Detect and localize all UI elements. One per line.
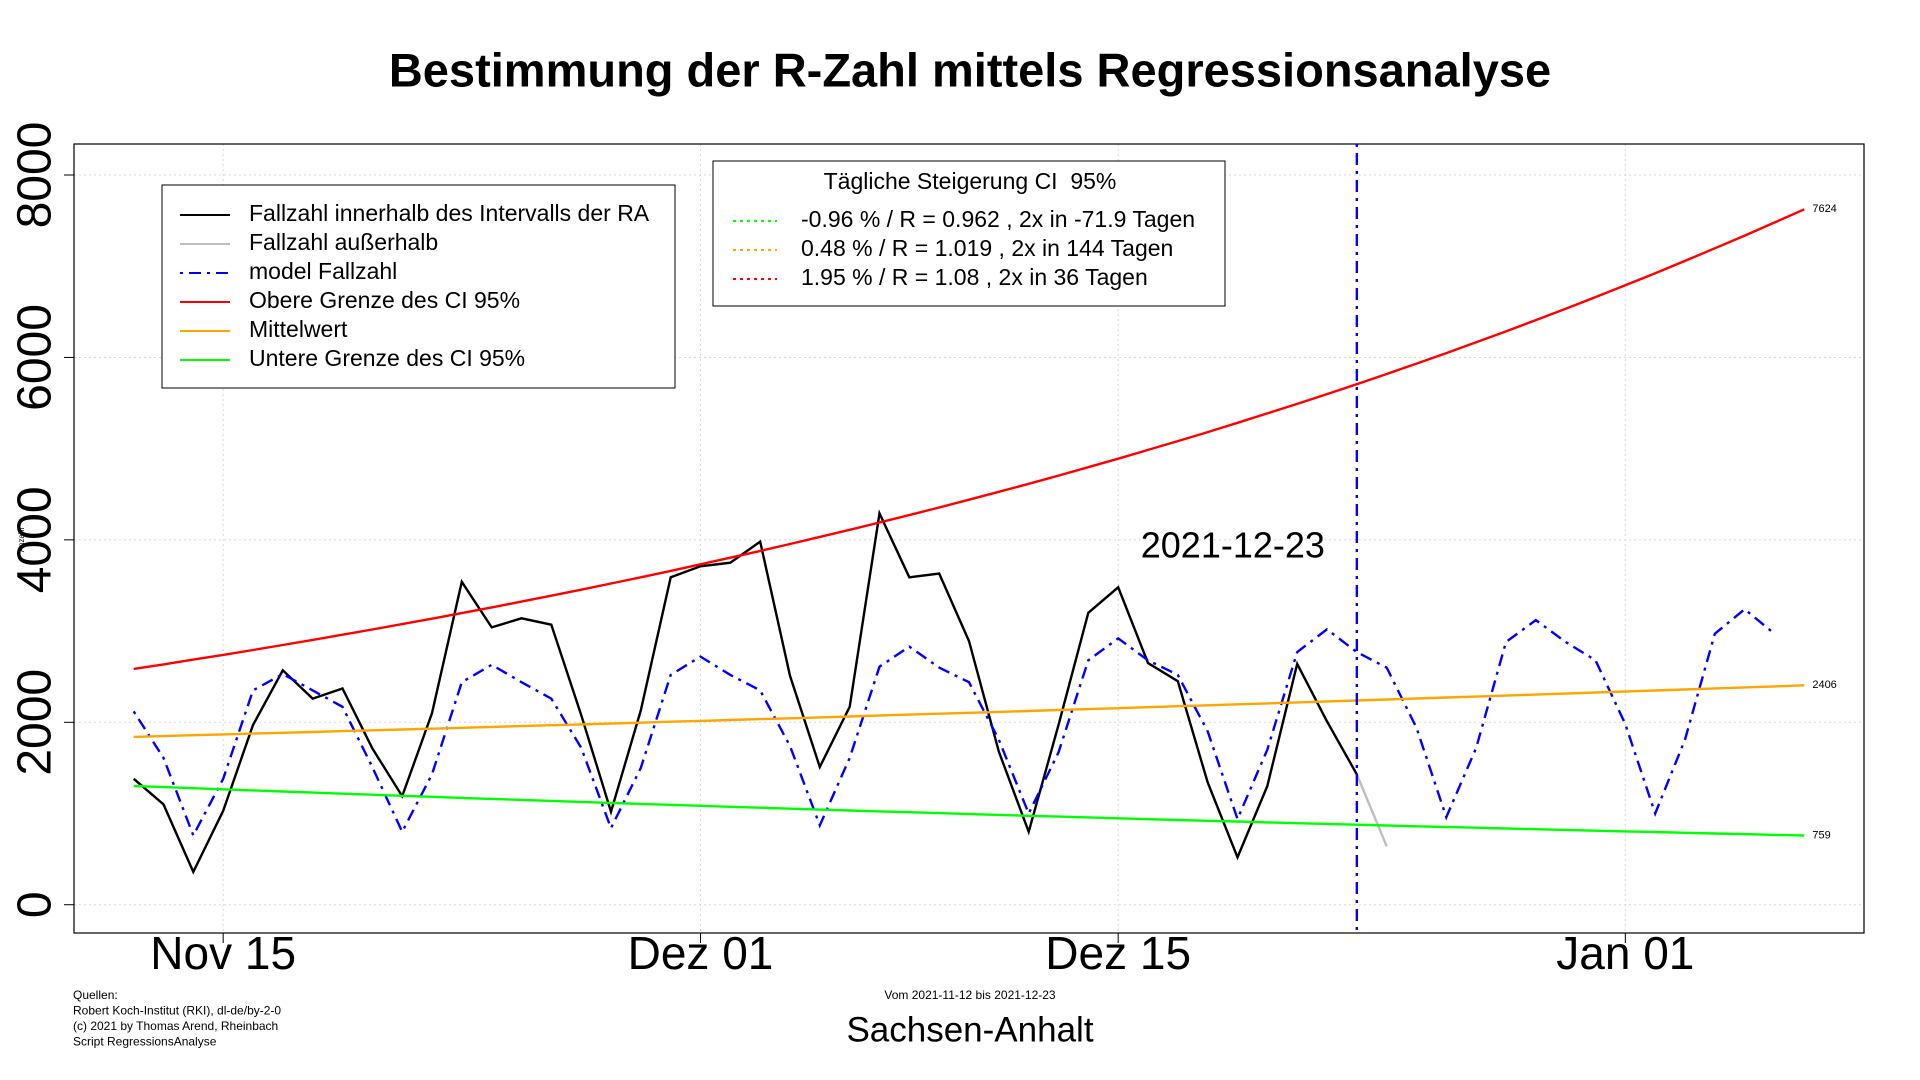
legend-box	[712, 160, 1226, 307]
legend-label: Fallzahl innerhalb des Intervalls der RA	[249, 200, 650, 226]
subtitle: Vom 2021-11-12 bis 2021-12-23	[884, 988, 1056, 1002]
source-note: (c) 2021 by Thomas Arend, Rheinbach	[73, 1019, 278, 1033]
x-tick-label: Jan 01	[1556, 927, 1694, 979]
end-label: 7624	[1812, 203, 1836, 215]
series-line	[133, 684, 1805, 739]
legend-label: Fallzahl außerhalb	[249, 229, 438, 255]
end-label: 759	[1812, 829, 1830, 841]
series-line	[1355, 773, 1388, 847]
y-tick-label: 8000	[9, 122, 62, 229]
y-tick-label: 4000	[9, 486, 62, 593]
legend-label: Obere Grenze des CI 95%	[249, 287, 520, 313]
legend: Tägliche Steigerung CI 95% -0.96 % / R = …	[712, 160, 1226, 307]
legend-label: Untere Grenze des CI 95%	[249, 345, 525, 371]
y-tick-label: 2000	[9, 669, 62, 776]
legend-title: Tägliche Steigerung CI 95%	[824, 168, 1117, 194]
y-tick-label: 0	[9, 891, 62, 918]
x-tick-label: Dez 15	[1045, 927, 1191, 979]
legend-label: Mittelwert	[249, 316, 348, 342]
legend-label: -0.96 % / R = 0.962 , 2x in -71.9 Tagen	[801, 206, 1195, 232]
x-tick-label: Dez 01	[628, 927, 774, 979]
legend-label: model Fallzahl	[249, 258, 397, 284]
y-tick-label: 6000	[9, 304, 62, 411]
plot-frame	[73, 143, 1865, 934]
y-axis-label: Anzahl	[17, 528, 26, 553]
chart-title: Bestimmung der R-Zahl mittels Regression…	[389, 43, 1551, 96]
legend-label: 0.48 % / R = 1.019 , 2x in 144 Tagen	[801, 235, 1173, 261]
source-note: Script RegressionsAnalyse	[73, 1035, 217, 1049]
x-axis-label: Sachsen-Anhalt	[846, 1010, 1093, 1049]
x-tick-label: Nov 15	[150, 927, 296, 979]
series-line	[132, 509, 1358, 875]
source-note: Quellen:	[73, 988, 118, 1002]
legend: Fallzahl innerhalb des Intervalls der RA…	[161, 184, 676, 389]
source-note: Robert Koch-Institut (RKI), dl-de/by-2-0	[73, 1004, 281, 1018]
series-line	[133, 208, 1805, 671]
series-line	[132, 607, 1776, 839]
series-line	[133, 784, 1805, 837]
marker-label: 2021-12-23	[1141, 525, 1325, 566]
legend-label: 1.95 % / R = 1.08 , 2x in 36 Tagen	[801, 264, 1148, 290]
end-label: 2406	[1812, 679, 1836, 691]
legend-box	[161, 184, 676, 389]
